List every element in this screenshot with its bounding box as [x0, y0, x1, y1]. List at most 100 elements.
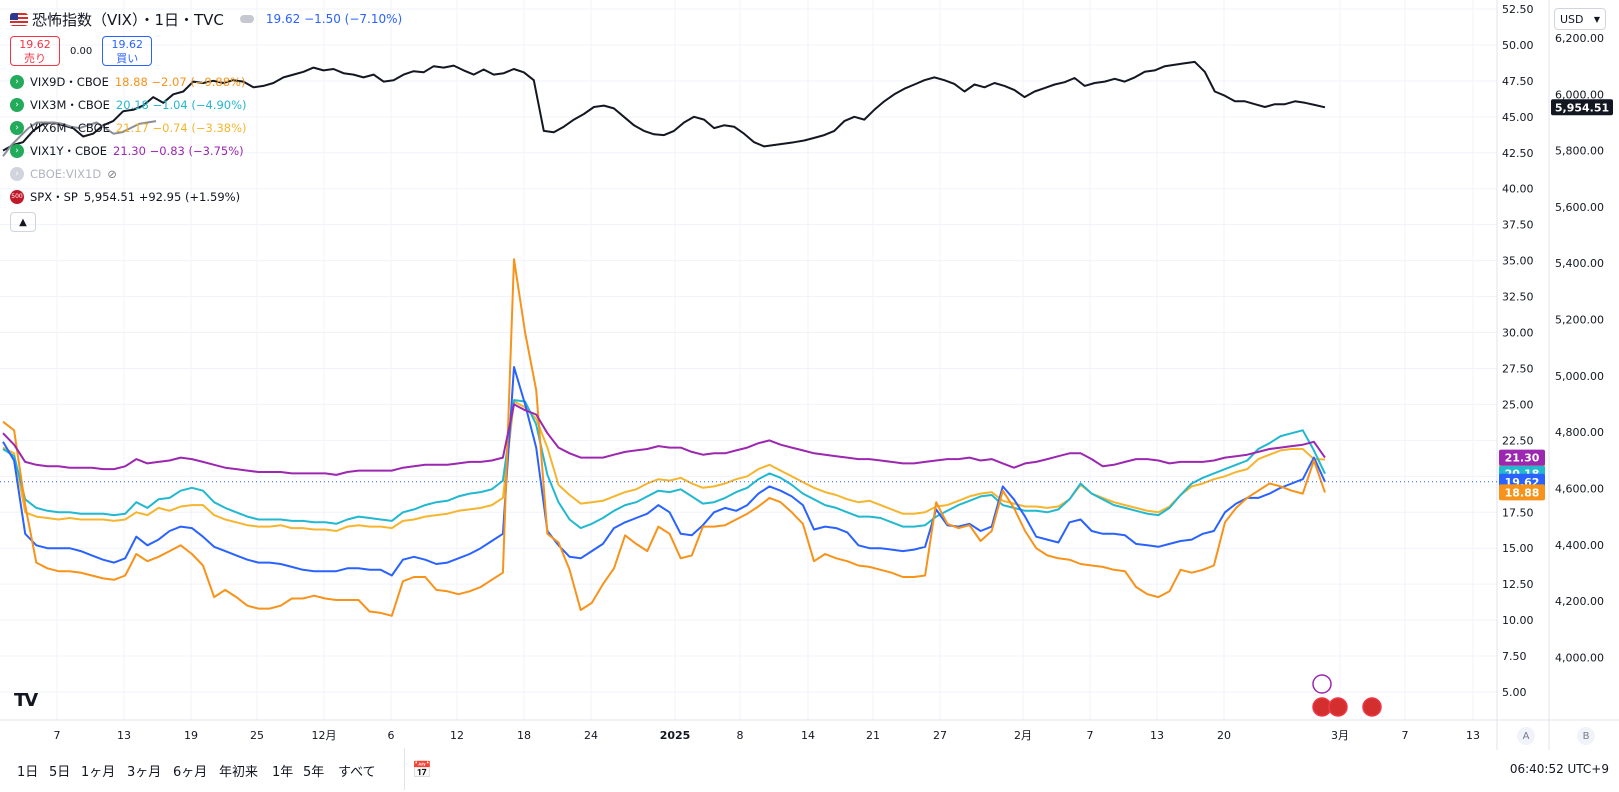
divider [404, 748, 405, 790]
collapse-pill-icon[interactable] [239, 15, 254, 23]
x-axis-tick: 14 [801, 729, 815, 742]
left-axis-tick: 40.00 [1502, 183, 1534, 196]
bottom-toolbar: 1日 5日 1ヶ月 3ヶ月 6ヶ月 年初来 1年 5年 すべて 📅 06:40:52 UTC+9 [0, 748, 1619, 792]
legend-name: VIX3M・CBOE [30, 97, 110, 112]
right-axis-tick: 4,800.00 [1555, 426, 1604, 439]
left-axis-tick: 10.00 [1502, 614, 1534, 627]
lightning-event-icon [1312, 674, 1332, 694]
legend-value: 21.17 −0.74 (−3.38%) [115, 120, 247, 135]
legend-row[interactable]: 500 SPX・SP 5,954.51 +92.95 (+1.59%) [10, 185, 402, 208]
left-axis-tick: 47.50 [1502, 75, 1534, 88]
legend: 恐怖指数（VIX）・1日・TVC 19.62 −1.50 (−7.10%) 19… [10, 8, 402, 232]
range-button[interactable]: 3ヶ月 [127, 765, 162, 780]
x-axis-tick: 18 [517, 729, 531, 742]
legend-name: CBOE:VIX1D [30, 166, 102, 181]
range-button[interactable]: 年初来 [219, 765, 259, 780]
x-axis-tick: 12 [450, 729, 464, 742]
right-axis-tick: 6,200.00 [1555, 32, 1604, 45]
auto-scale-button[interactable]: A [1517, 727, 1535, 745]
legend-row[interactable]: › VIX1Y・CBOE 21.30 −0.83 (−3.75%) [10, 139, 402, 162]
legend-name: VIX1Y・CBOE [30, 143, 108, 158]
legend-value: 5,954.51 +92.95 (+1.59%) [83, 189, 241, 204]
x-axis-tick: 7 [1087, 729, 1094, 742]
chevron-down-icon: ▼ [1593, 14, 1600, 24]
range-button[interactable]: 5年 [303, 765, 325, 780]
spx-icon: 500 [10, 189, 24, 204]
currency-selector[interactable]: USD ▼ [1554, 8, 1606, 30]
left-axis-tick: 42.50 [1502, 147, 1534, 160]
range-button[interactable]: 1日 [17, 765, 39, 780]
sell-label: 売り [24, 52, 46, 65]
legend-value: 21.30 −0.83 (−3.75%) [113, 143, 244, 158]
currency-label: USD [1560, 12, 1584, 26]
us-flag-event-icon [1362, 697, 1382, 717]
range-button[interactable]: すべて [338, 765, 376, 780]
series-line-vix [2, 366, 1326, 577]
series-icon: › [10, 166, 24, 181]
price-label-box [1551, 99, 1613, 116]
price-label: 21.30 [1505, 452, 1540, 465]
left-axis-tick: 27.50 [1502, 362, 1534, 375]
calendar-range-icon[interactable]: 📅 [412, 760, 432, 779]
left-axis-tick: 5.00 [1502, 686, 1527, 699]
x-axis-tick: 13 [1466, 729, 1480, 742]
main-price: 19.62 −1.50 (−7.10%) [265, 12, 403, 26]
series-icon: › [10, 97, 24, 112]
legend-row[interactable]: › VIX3M・CBOE 20.18 −1.04 (−4.90%) [10, 93, 402, 116]
log-scale-button[interactable]: B [1577, 727, 1595, 745]
x-axis-tick: 3月 [1331, 729, 1349, 742]
buy-button[interactable]: 19.62 買い [102, 36, 153, 66]
range-button[interactable]: 6ヶ月 [173, 765, 208, 780]
us-flag-icon [10, 12, 28, 26]
range-button[interactable]: 1ヶ月 [81, 765, 116, 780]
series-icon: › [10, 74, 24, 89]
chevron-up-icon: ▲ [19, 216, 27, 228]
x-axis-tick: 12月 [312, 729, 337, 742]
x-axis-tick: 20 [1217, 729, 1231, 742]
buy-sell-row: 19.62 売り 0.00 19.62 買い [10, 36, 402, 66]
tradingview-logo-icon[interactable]: TV [14, 690, 38, 711]
price-label: 18.88 [1505, 486, 1540, 499]
right-axis-tick: 5,400.00 [1555, 257, 1604, 270]
legend-row[interactable]: › CBOE:VIX1D ⊘ [10, 162, 402, 185]
x-axis-tick: 25 [250, 729, 264, 742]
chart-area[interactable]: 52.50 50.00 47.50 45.00 42.50 40.00 37.50 35.00… [0, 0, 1619, 750]
price-label-box [1499, 449, 1545, 466]
right-axis-tick: 4,000.00 [1555, 651, 1604, 664]
sell-price: 19.62 [19, 38, 51, 51]
right-axis-tick: 5,000.00 [1555, 370, 1604, 383]
series-line-vix1d [2, 120, 157, 157]
x-axis-tick: 27 [933, 729, 947, 742]
buy-label: 買い [116, 52, 139, 65]
spread: 0.00 [70, 45, 93, 57]
series-line-spx [2, 60, 1326, 152]
us-flag-event-icon [1328, 697, 1348, 717]
legend-name: SPX・SP [30, 189, 78, 204]
series-icon: › [10, 120, 24, 135]
series-line-vix9d [2, 258, 1326, 617]
left-axis-tick: 37.50 [1502, 219, 1534, 232]
right-axis-tick: 6,000.00 [1555, 88, 1604, 101]
x-axis-tick: 6 [388, 729, 395, 742]
x-axis-tick: 13 [1150, 729, 1164, 742]
right-axis-tick: 5,800.00 [1555, 145, 1604, 158]
left-axis-tick: 12.50 [1502, 578, 1534, 591]
range-button[interactable]: 5日 [49, 765, 71, 780]
symbol-title[interactable]: 恐怖指数（VIX）・1日・TVC [32, 10, 224, 29]
hidden-eye-icon[interactable]: ⊘ [107, 166, 117, 181]
series-line-vix6m [2, 400, 1326, 532]
right-axis-tick: 4,600.00 [1555, 482, 1604, 495]
series-icon: › [10, 143, 24, 158]
legend-row[interactable]: › VIX6M・CBOE 21.17 −0.74 (−3.38%) [10, 116, 402, 139]
left-axis-tick: 17.50 [1502, 506, 1534, 519]
left-axis-tick: 15.00 [1502, 542, 1534, 555]
legend-row[interactable]: › VIX9D・CBOE 18.88 −2.07 (−9.88%) [10, 70, 402, 93]
left-axis-tick: 32.50 [1502, 291, 1534, 304]
range-button[interactable]: 1年 [272, 765, 294, 780]
x-axis-tick: 2月 [1014, 729, 1032, 742]
clock[interactable]: 06:40:52 UTC+9 [1509, 762, 1609, 776]
collapse-legend-button[interactable]: ▲ [10, 212, 36, 232]
left-axis-tick: 52.50 [1502, 3, 1534, 16]
x-axis-tick: 19 [184, 729, 198, 742]
sell-button[interactable]: 19.62 売り [10, 36, 60, 66]
